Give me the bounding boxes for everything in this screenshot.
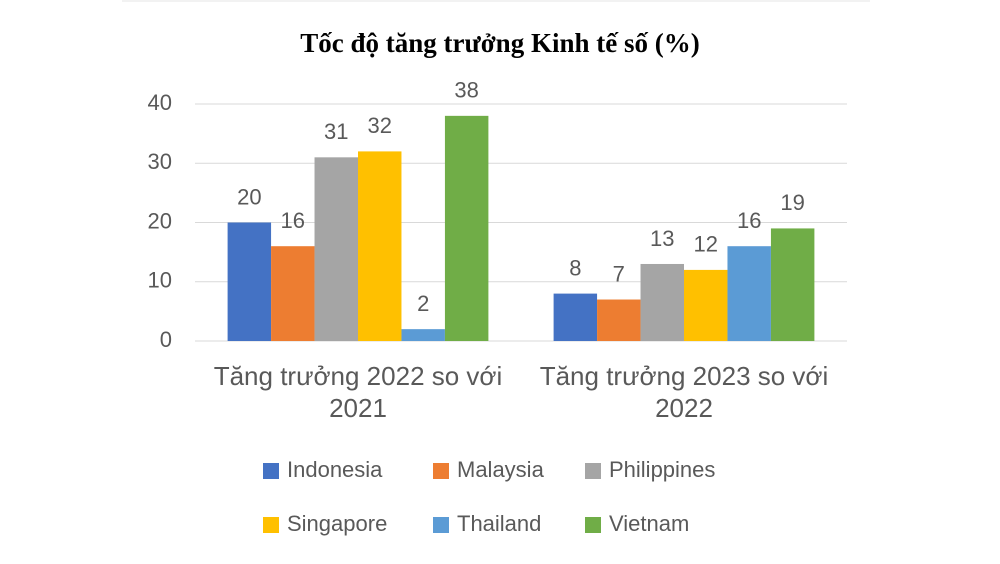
legend-label: Malaysia [457,457,545,482]
data-label: 32 [367,113,391,138]
bar [727,246,771,341]
bar [684,269,728,341]
bar [770,228,815,341]
data-label: 19 [780,190,804,215]
legend-swatch [263,463,279,479]
legend-swatch [433,517,449,533]
legend-label: Thailand [457,511,541,536]
bar [444,115,489,341]
legend-swatch [585,517,601,533]
y-tick-label: 30 [148,149,172,174]
data-label: 38 [454,78,478,103]
legend-swatch [433,463,449,479]
bar [358,151,402,341]
bar [227,222,272,341]
legend-label: Indonesia [287,457,383,482]
y-tick-label: 0 [160,327,172,352]
data-label: 12 [693,232,717,257]
legend-label: Vietnam [609,511,689,536]
chart-title: Tốc độ tăng trưởng Kinh tế số (%) [300,28,699,58]
data-label: 8 [569,255,581,280]
x-tick-label: Tăng trưởng 2023 so với 2022 [539,361,829,423]
data-label: 7 [613,261,625,286]
legend-label: Philippines [609,457,715,482]
data-label: 16 [737,208,761,233]
y-tick-label: 20 [148,208,172,233]
data-label: 16 [281,208,305,233]
bar [553,293,598,341]
legend-swatch [585,463,601,479]
data-label: 2 [417,291,429,316]
data-label: 13 [650,226,674,251]
x-tick-label: Tăng trưởng 2022 so với 2021 [213,361,503,423]
data-label: 20 [237,184,261,209]
bar [314,157,358,341]
y-tick-label: 40 [148,90,172,115]
bar [271,246,315,341]
bar [401,329,445,341]
legend-label: Singapore [287,511,387,536]
bar [640,263,684,341]
y-tick-label: 10 [148,268,172,293]
data-label: 31 [324,119,348,144]
bar [597,299,641,341]
legend-swatch [263,517,279,533]
